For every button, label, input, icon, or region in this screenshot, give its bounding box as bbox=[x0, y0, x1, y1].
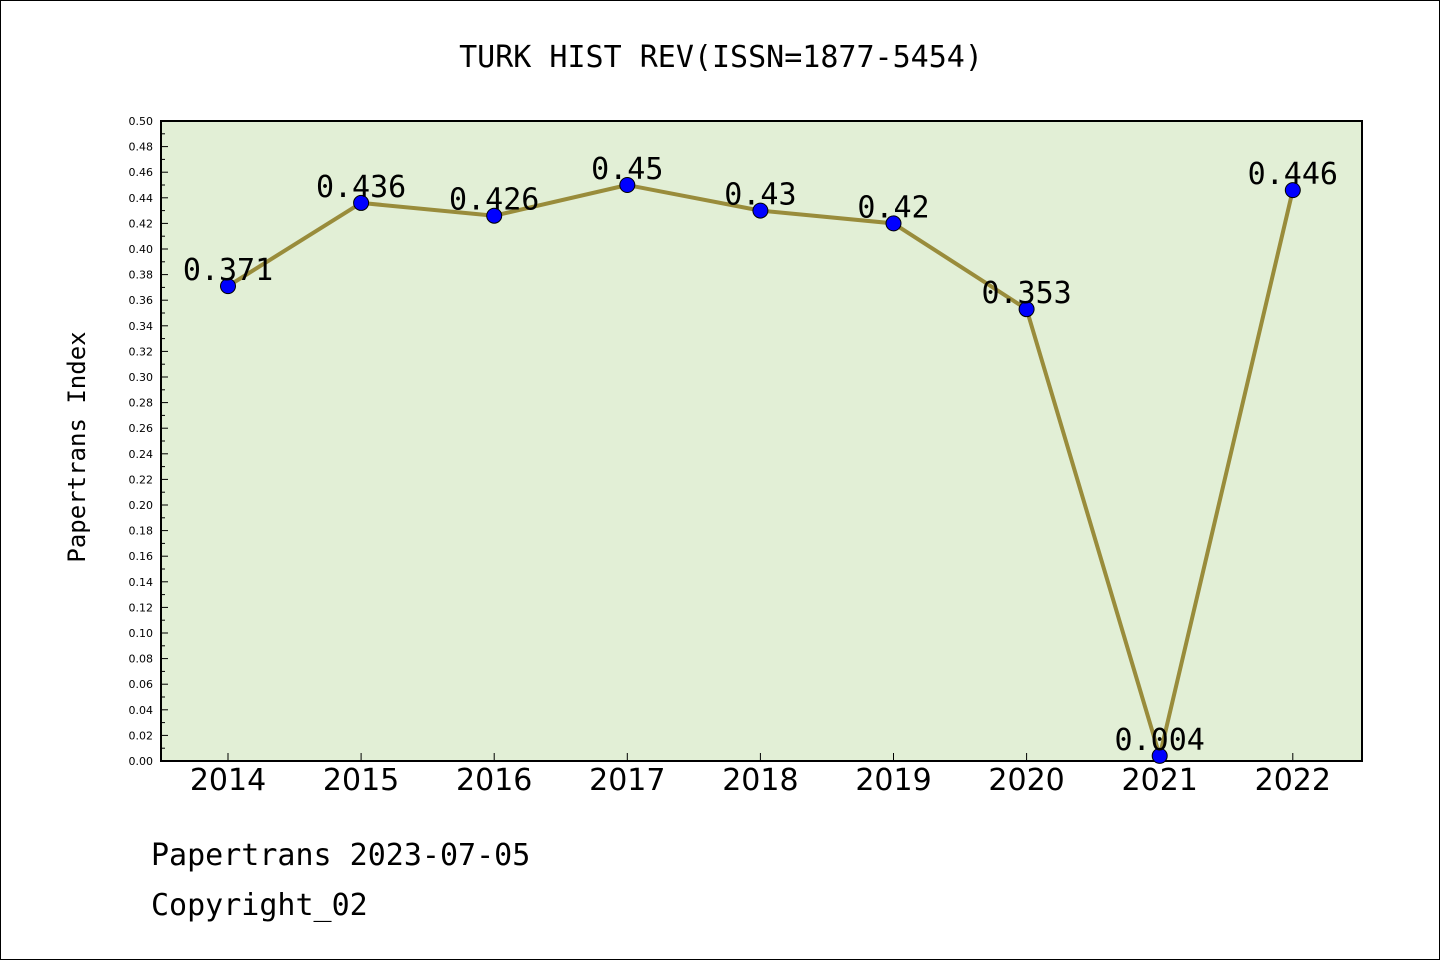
data-label: 0.371 bbox=[183, 253, 273, 288]
data-label: 0.446 bbox=[1248, 157, 1338, 192]
data-labels-group: 0.371 0.436 0.426 0.45 0.43 0.42 0.353 0.004 0.4… bbox=[183, 152, 1338, 758]
data-point bbox=[1284, 182, 1301, 199]
data-point bbox=[486, 207, 503, 224]
x-tick-label: 2019 bbox=[855, 763, 931, 798]
y-tick-label: 0.48 bbox=[129, 141, 154, 154]
y-tick-label: 0.16 bbox=[129, 550, 154, 563]
chart-title: TURK HIST REV(ISSN=1877-5454) bbox=[459, 40, 983, 75]
x-tick-label: 2021 bbox=[1122, 763, 1198, 798]
y-tick-label: 0.10 bbox=[129, 627, 154, 640]
y-tick-label: 0.22 bbox=[129, 473, 154, 486]
y-tick-label: 0.00 bbox=[129, 755, 154, 768]
y-tick-label: 0.20 bbox=[129, 499, 154, 512]
data-label: 0.42 bbox=[857, 190, 929, 225]
x-tick-label: 2018 bbox=[722, 763, 798, 798]
data-label: 0.45 bbox=[591, 152, 663, 187]
x-tick-label: 2022 bbox=[1255, 763, 1331, 798]
plot-area bbox=[160, 120, 1363, 762]
x-tick-label: 2014 bbox=[190, 763, 266, 798]
y-tick-label: 0.36 bbox=[129, 294, 154, 307]
y-tick-label: 0.32 bbox=[129, 345, 154, 358]
data-point bbox=[220, 278, 236, 295]
x-axis: 2014 2015 2016 2017 2018 2019 2020 2021 2022 bbox=[190, 753, 1331, 798]
data-label: 0.353 bbox=[981, 276, 1071, 311]
y-tick-label: 0.44 bbox=[129, 192, 154, 205]
footer-date: Papertrans 2023-07-05 bbox=[151, 838, 530, 873]
y-tick-label: 0.18 bbox=[129, 525, 154, 538]
series-group bbox=[220, 177, 1301, 764]
y-tick-label: 0.14 bbox=[129, 576, 154, 589]
y-axis-label: Papertrans Index bbox=[63, 331, 91, 562]
data-point bbox=[353, 194, 370, 211]
y-tick-label: 0.26 bbox=[129, 422, 154, 435]
y-tick-label: 0.28 bbox=[129, 397, 154, 410]
y-tick-label: 0.08 bbox=[129, 653, 154, 666]
y-tick-label: 0.06 bbox=[129, 678, 154, 691]
y-tick-label: 0.42 bbox=[129, 217, 154, 230]
y-tick-label: 0.40 bbox=[129, 243, 154, 256]
data-label: 0.43 bbox=[724, 178, 796, 213]
data-point bbox=[1151, 747, 1168, 764]
data-point bbox=[1018, 301, 1035, 318]
x-tick-label: 2017 bbox=[589, 763, 665, 798]
data-point bbox=[752, 202, 769, 219]
y-tick-label: 0.04 bbox=[129, 704, 154, 717]
data-label: 0.436 bbox=[316, 170, 406, 205]
y-tick-label: 0.02 bbox=[129, 729, 154, 742]
y-tick-label: 0.46 bbox=[129, 166, 154, 179]
footer-copyright: Copyright_02 bbox=[151, 888, 368, 923]
y-axis: 0.00 0.02 0.04 0.06 0.08 0.10 0.12 0.14 0.16 0.18… bbox=[129, 115, 168, 768]
y-tick-label: 0.12 bbox=[129, 601, 154, 614]
data-point bbox=[885, 215, 902, 232]
x-tick-label: 2020 bbox=[988, 763, 1064, 798]
y-tick-label: 0.34 bbox=[129, 320, 154, 333]
y-tick-label: 0.38 bbox=[129, 269, 154, 282]
y-tick-label: 0.24 bbox=[129, 448, 154, 461]
x-tick-label: 2015 bbox=[323, 763, 399, 798]
y-tick-label: 0.30 bbox=[129, 371, 154, 384]
data-label: 0.004 bbox=[1115, 723, 1205, 758]
data-point bbox=[619, 177, 636, 193]
x-tick-label: 2016 bbox=[456, 763, 532, 798]
data-label: 0.426 bbox=[449, 183, 539, 218]
y-tick-label: 0.50 bbox=[129, 115, 154, 128]
